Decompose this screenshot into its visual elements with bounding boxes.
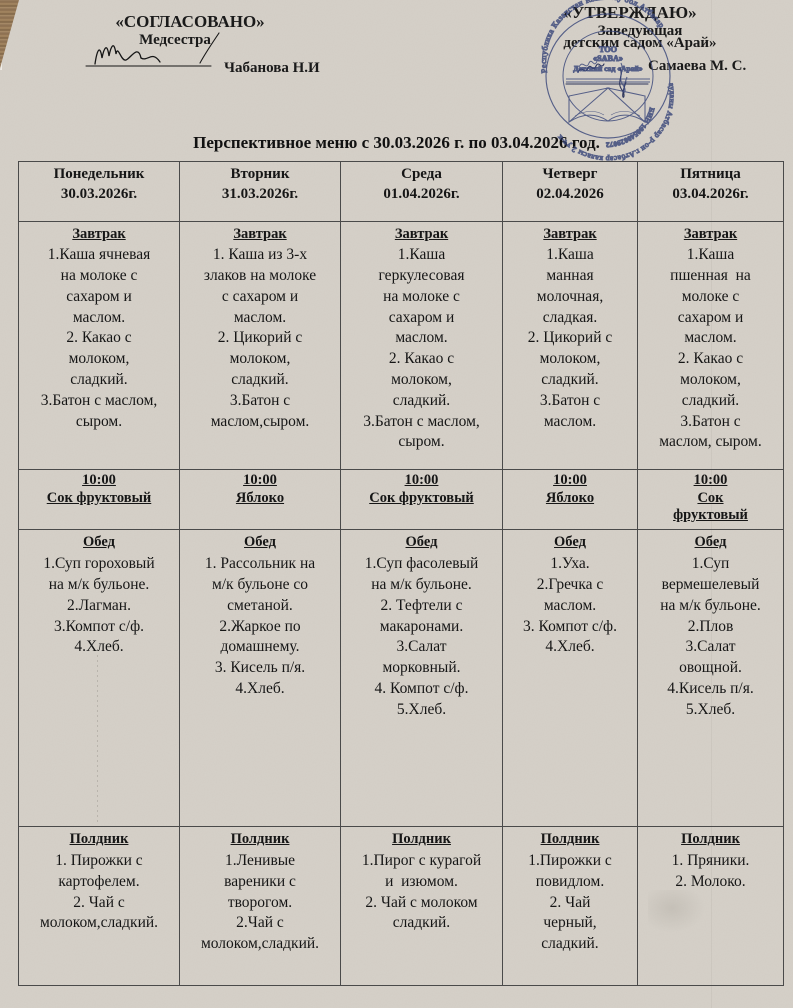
- svg-text:«SABA»: «SABA»: [593, 54, 623, 63]
- svg-text:Детский сад «Арай»: Детский сад «Арай»: [573, 64, 643, 73]
